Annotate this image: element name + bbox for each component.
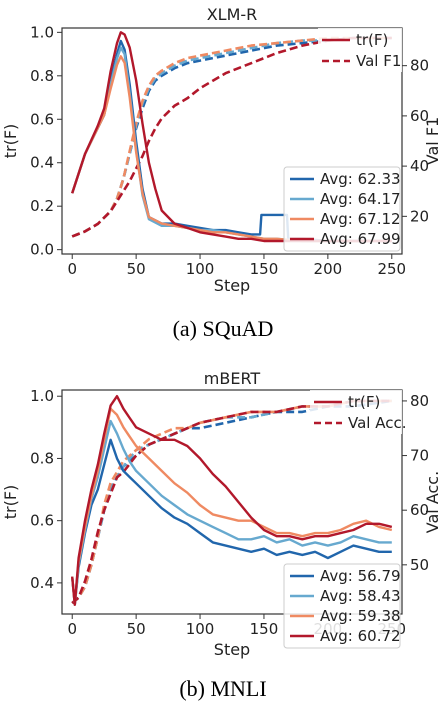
y-tick-label: 0.4 <box>30 574 54 592</box>
legend-label-0: Avg: 56.79 <box>320 567 401 585</box>
legend-label-1: Avg: 64.17 <box>320 190 401 208</box>
x-tick-label: 100 <box>186 260 215 278</box>
legend-trace-label: tr(F) <box>348 393 380 411</box>
legend-label-0: Avg: 62.33 <box>320 170 401 188</box>
x-tick-label: 200 <box>314 260 343 278</box>
val-line-red <box>71 399 392 605</box>
y-tick-label: 0.8 <box>30 67 54 85</box>
legend-bottom: Avg: 62.33 Avg: 64.17 Avg: 67.12 Avg: 67.99 <box>283 166 401 252</box>
legend-val-label: Val F1 <box>356 52 401 70</box>
val-line-dark_blue <box>71 399 392 605</box>
y2-tick-label: 70 <box>410 447 429 465</box>
val-line-red <box>71 36 392 238</box>
y-tick-label: 0.0 <box>30 241 54 259</box>
plot-area <box>71 395 393 606</box>
legend-label-3: Avg: 60.72 <box>320 627 401 645</box>
y2-tick-label: 50 <box>410 556 429 574</box>
trace-line-dark_blue <box>71 438 392 606</box>
x-tick-label: 100 <box>186 620 215 638</box>
x-tick-label: 50 <box>127 260 146 278</box>
chart-1: mBERT050100150200250Step0.40.60.81.0tr(F… <box>1 369 442 659</box>
legend-label-2: Avg: 67.12 <box>320 210 401 228</box>
y-tick-label: 1.0 <box>30 23 54 41</box>
x-tick-label: 150 <box>250 260 279 278</box>
y-axis-label: tr(F) <box>1 485 20 520</box>
legend-label-2: Avg: 59.38 <box>320 607 401 625</box>
plot-frame <box>61 27 403 255</box>
trace-line-orange <box>71 407 393 606</box>
y2-tick-label: 60 <box>410 501 429 519</box>
caption-b: (b) MNLI <box>179 676 267 701</box>
caption-a: (a) SQuAD <box>172 316 274 341</box>
trace-line-light_blue <box>71 419 392 606</box>
y-tick-label: 0.4 <box>30 154 54 172</box>
legend-bottom: Avg: 56.79 Avg: 58.43 Avg: 59.38 Avg: 60.72 <box>283 563 401 649</box>
y2-tick-label: 60 <box>410 107 429 125</box>
trace-line-red <box>71 395 393 606</box>
y-tick-label: 0.6 <box>30 512 54 530</box>
legend-trace-label: tr(F) <box>356 31 388 49</box>
legend-top: tr(F) Val Acc. <box>310 390 406 434</box>
x-axis-label: Step <box>214 640 250 659</box>
x-axis-label: Step <box>214 276 250 295</box>
y-tick-label: 0.8 <box>30 449 54 467</box>
y2-axis-label: Val Acc. <box>423 471 442 533</box>
legend-label-3: Avg: 67.99 <box>320 230 401 248</box>
x-tick-label: 250 <box>377 260 406 278</box>
chart-0: XLM-R 0 50 100 150 200 250 Step 0.0 0.2 0.4 0.6 0.8 1… <box>1 5 442 295</box>
y-tick-label: 0.6 <box>30 110 54 128</box>
legend-top: tr(F) Val F1 <box>318 28 402 72</box>
y-tick-label: 0.2 <box>30 197 54 215</box>
x-tick-label: 0 <box>67 260 77 278</box>
x-tick-label: 150 <box>250 620 279 638</box>
plot-frame <box>61 389 403 615</box>
legend-label-1: Avg: 58.43 <box>320 587 401 605</box>
y2-tick-label: 80 <box>410 57 429 75</box>
y2-tick-label: 80 <box>410 392 429 410</box>
y2-axis-label: Val F1 <box>423 117 442 165</box>
y2-tick-label: 20 <box>410 207 429 225</box>
chart-title: mBERT <box>204 369 261 388</box>
y-tick-label: 1.0 <box>30 387 54 405</box>
x-tick-label: 50 <box>127 620 146 638</box>
y2-tick-label: 40 <box>410 157 429 175</box>
chart-title: XLM-R <box>207 5 258 24</box>
x-tick-label: 0 <box>67 620 77 638</box>
y-axis-label: tr(F) <box>1 124 20 159</box>
legend-val-label: Val Acc. <box>348 414 406 432</box>
